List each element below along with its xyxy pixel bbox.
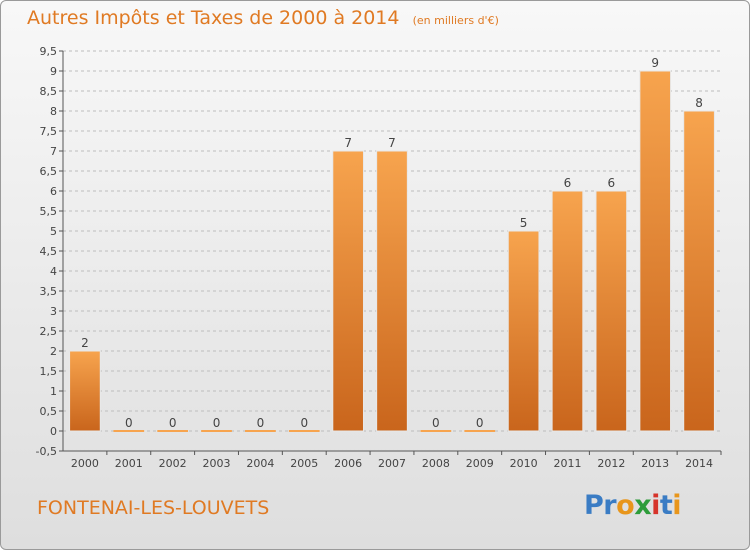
logo-letter: r (603, 490, 617, 521)
bar (507, 230, 540, 432)
logo-letter: o (616, 490, 635, 521)
y-tick-label: 6,5 (40, 165, 58, 178)
bar (683, 110, 715, 432)
x-tick-label: 2014 (685, 457, 713, 470)
bar (551, 190, 584, 432)
x-tick-label: 2012 (597, 457, 625, 470)
data-label: 0 (257, 416, 265, 430)
data-label: 6 (608, 176, 616, 190)
x-tick-label: 2005 (290, 457, 318, 470)
x-tick-label: 2006 (334, 457, 362, 470)
data-label: 0 (476, 416, 484, 430)
bar (332, 150, 364, 432)
data-label: 0 (432, 416, 440, 430)
data-label: 0 (169, 416, 177, 430)
bar (595, 190, 628, 432)
axes: -0,5 0 0,5 1 1,5 2 2,5 3 3,5 4 4,5 5 5,5 6 6,5 7 7,5 8 8,5… (36, 45, 722, 470)
data-label: 0 (125, 416, 133, 430)
y-tick-label: 7,5 (40, 125, 58, 138)
y-tick-label: -0,5 (36, 445, 57, 458)
y-tick-label: 2 (50, 345, 57, 358)
data-label: 7 (388, 136, 396, 150)
y-tick-label: 7 (50, 145, 57, 158)
data-label: 7 (344, 136, 352, 150)
proxiti-logo: Proxiti (584, 490, 682, 521)
x-tick-label: 2003 (203, 457, 231, 470)
y-tick-label: 4 (50, 265, 57, 278)
data-label: 0 (213, 416, 221, 430)
x-tick-label: 2007 (378, 457, 406, 470)
y-tick-label: 9,5 (40, 45, 58, 58)
data-label: 9 (651, 56, 659, 70)
y-tick-label: 8 (50, 105, 57, 118)
logo-letter: P (584, 490, 604, 521)
x-tick-label: 2011 (553, 457, 581, 470)
commune-name: FONTENAI-LES-LOUVETS (37, 497, 270, 519)
y-tick-label: 6 (50, 185, 57, 198)
logo-letter: i (651, 490, 660, 521)
y-tick-label: 1,5 (40, 365, 58, 378)
bar (376, 150, 408, 432)
bars: 2 0 0 0 0 0 7 7 0 0 5 6 6 9 8 (69, 56, 715, 432)
data-label: 5 (520, 216, 528, 230)
chart-title: Autres Impôts et Taxes de 2000 à 2014 (27, 7, 400, 29)
x-tick-label: 2000 (71, 457, 99, 470)
logo-letter: t (659, 490, 673, 521)
x-tick-label: 2013 (641, 457, 669, 470)
x-tick-label: 2010 (510, 457, 538, 470)
x-tick-label: 2001 (115, 457, 143, 470)
bar (69, 350, 101, 432)
y-tick-label: 8,5 (40, 85, 58, 98)
y-tick-label: 3,5 (40, 285, 58, 298)
y-tick-label: 0,5 (40, 405, 58, 418)
y-tick-label: 5,5 (40, 205, 58, 218)
y-tick-label: 4,5 (40, 245, 58, 258)
logo-letter: i (672, 490, 682, 521)
bar (639, 70, 672, 432)
y-tick-label: 5 (50, 225, 57, 238)
x-tick-label: 2004 (246, 457, 274, 470)
data-label: 6 (564, 176, 572, 190)
x-tick-label: 2008 (422, 457, 450, 470)
y-tick-label: 3 (50, 305, 57, 318)
y-tick-label: 1 (50, 385, 57, 398)
y-tick-label: 0 (50, 425, 57, 438)
chart-title-row: Autres Impôts et Taxes de 2000 à 2014 (e… (27, 7, 499, 29)
x-tick-label: 2002 (159, 457, 187, 470)
data-label: 0 (300, 416, 308, 430)
data-label: 2 (81, 336, 89, 350)
logo-letter: x (634, 490, 652, 521)
chart-unit: (en milliers d'€) (412, 14, 499, 27)
y-tick-label: 2,5 (40, 325, 58, 338)
x-tick-label: 2009 (466, 457, 494, 470)
data-label: 8 (695, 96, 703, 110)
y-tick-label: 9 (50, 65, 57, 78)
